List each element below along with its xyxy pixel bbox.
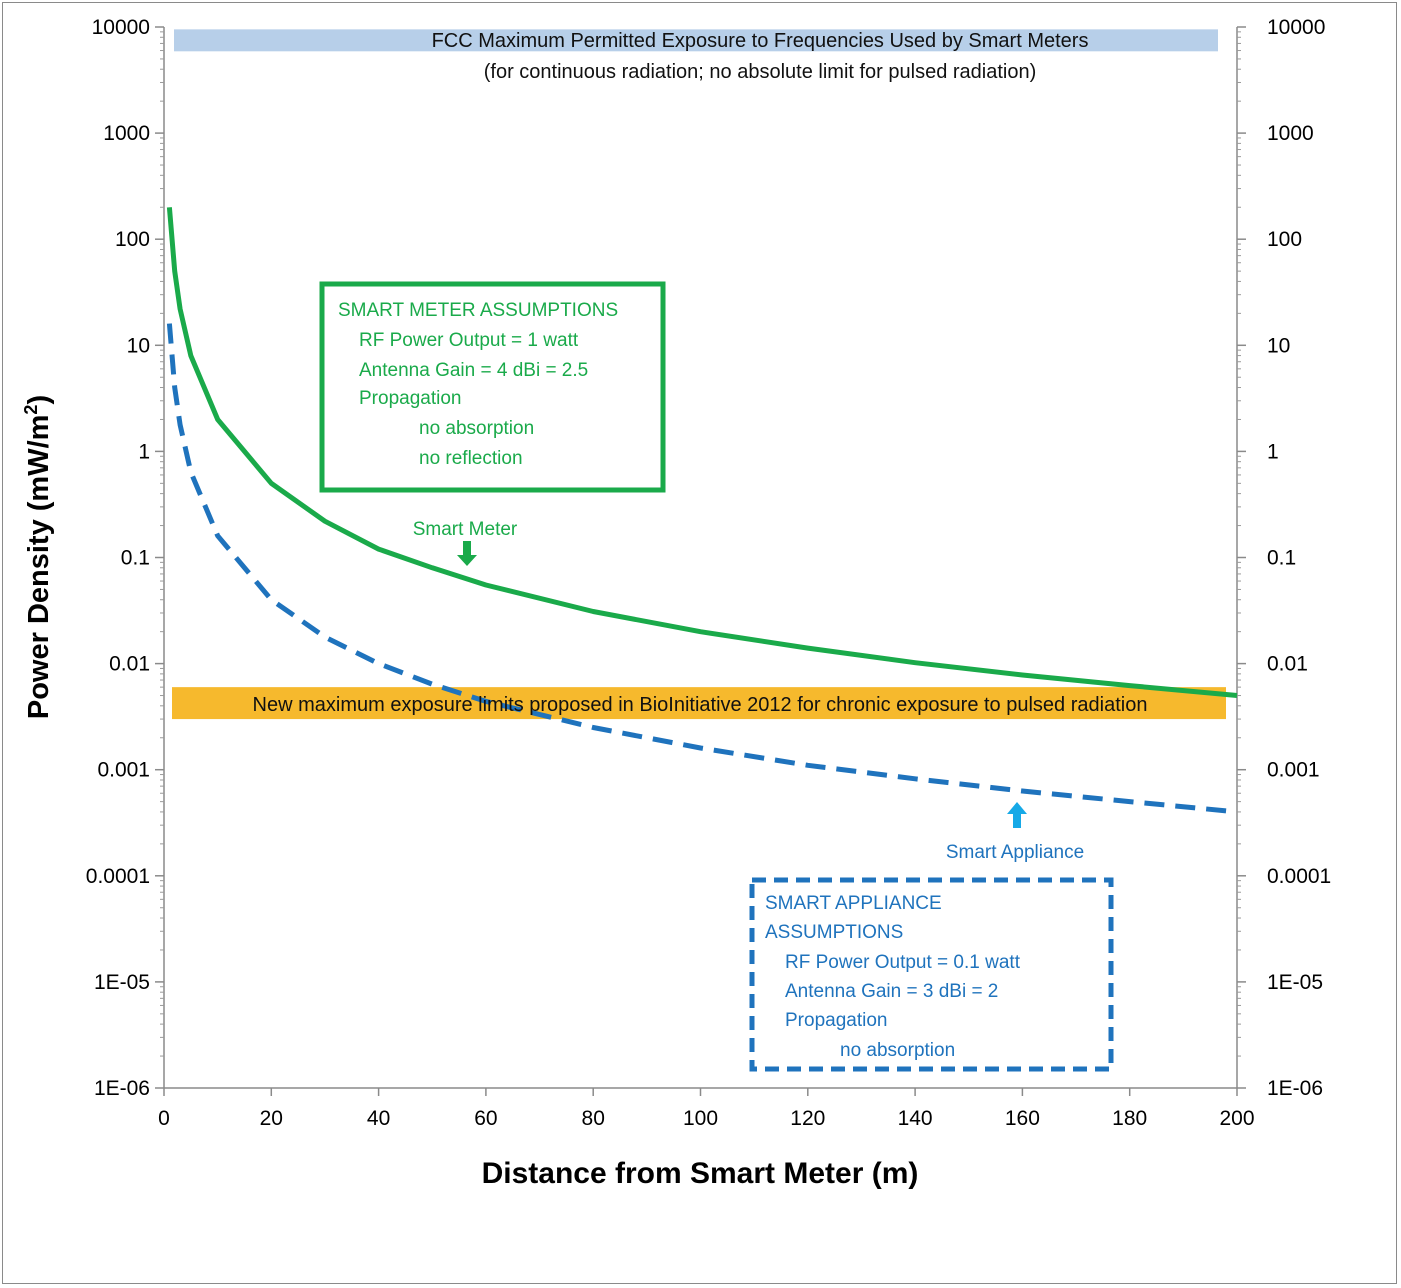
y-tick-label-left: 0.0001 <box>86 865 150 888</box>
y-tick-label-left: 10000 <box>92 16 150 39</box>
y-tick-label-left: 0.1 <box>121 547 150 570</box>
y-axis-label-sup: 2 <box>21 405 41 415</box>
y-tick-label-right: 0.0001 <box>1267 865 1331 888</box>
meter-box-title: SMART METER ASSUMPTIONS <box>338 300 618 321</box>
y-tick-label-left: 1E-06 <box>94 1077 150 1100</box>
axes-layer: 1E-06 1E-06 1E-05 1E-05 0.0001 0.0001 0.001 0.0… <box>86 16 1331 1130</box>
meter-box-line-reflection: no reflection <box>419 448 523 469</box>
x-tick-label: 80 <box>582 1107 605 1130</box>
x-axis-label: Distance from Smart Meter (m) <box>482 1157 919 1190</box>
x-tick-label: 140 <box>898 1107 933 1130</box>
bioinitiative-band-label: New maximum exposure limits proposed in … <box>253 694 1148 716</box>
y-axis-label-main: Power Density (mW/m <box>23 415 55 720</box>
appliance-box-line-absorption: no absorption <box>840 1040 955 1061</box>
fcc-band-label: FCC Maximum Permitted Exposure to Freque… <box>432 30 1089 52</box>
x-tick-label: 200 <box>1219 1107 1254 1130</box>
x-tick-label: 40 <box>367 1107 390 1130</box>
x-tick-label: 20 <box>260 1107 283 1130</box>
fcc-band-sublabel: (for continuous radiation; no absolute l… <box>484 61 1037 83</box>
appliance-box-title-1: SMART APPLIANCE <box>765 893 942 914</box>
appliance-box-line-power: RF Power Output = 0.1 watt <box>785 952 1021 973</box>
x-tick-label: 0 <box>158 1107 170 1130</box>
band-0 <box>174 29 1218 52</box>
y-tick-label-right: 1 <box>1267 440 1279 463</box>
x-tick-label: 120 <box>790 1107 825 1130</box>
y-tick-label-left: 1E-05 <box>94 971 150 994</box>
y-tick-label-left: 0.001 <box>97 759 150 782</box>
y-tick-label-right: 100 <box>1267 228 1302 251</box>
series-layer <box>166 207 1238 815</box>
appliance-box-line-propagation: Propagation <box>785 1010 887 1031</box>
smart-appliance-assumptions-box <box>749 877 1114 1072</box>
smart-meter-assumptions-box <box>319 281 666 493</box>
meter-box-line-gain: Antenna Gain = 4 dBi = 2.5 <box>359 360 588 381</box>
x-tick-label: 180 <box>1112 1107 1147 1130</box>
x-tick-label: 60 <box>474 1107 497 1130</box>
y-tick-label-right: 1E-05 <box>1267 971 1323 994</box>
smart-meter-arrow-icon <box>457 541 477 566</box>
y-tick-label-right: 0.1 <box>1267 547 1296 570</box>
series-line-1 <box>166 323 1238 815</box>
x-tick-label: 160 <box>1005 1107 1040 1130</box>
appliance-box-line-gain: Antenna Gain = 3 dBi = 2 <box>785 981 998 1002</box>
y-tick-label-left: 1000 <box>103 122 150 145</box>
y-tick-label-left: 1 <box>138 440 150 463</box>
smart-meter-callout: Smart Meter <box>413 519 518 540</box>
x-tick-label: 100 <box>683 1107 718 1130</box>
y-axis-label-close: ) <box>23 395 55 405</box>
y-tick-label-left: 10 <box>127 334 150 357</box>
appliance-box-title-2: ASSUMPTIONS <box>765 922 903 943</box>
meter-box-line-propagation: Propagation <box>359 388 461 409</box>
y-axis-label: Power Density (mW/m2) <box>21 395 55 719</box>
y-tick-label-right: 10000 <box>1267 16 1325 39</box>
band-layer <box>172 29 1226 720</box>
smart-appliance-callout: Smart Appliance <box>946 842 1084 863</box>
y-tick-label-right: 10 <box>1267 334 1290 357</box>
meter-box-line-absorption: no absorption <box>419 418 534 439</box>
smart-appliance-arrow-icon <box>1007 802 1027 828</box>
band-1 <box>172 687 1226 720</box>
y-tick-label-left: 100 <box>115 228 150 251</box>
meter-box-line-power: RF Power Output = 1 watt <box>359 330 579 351</box>
y-tick-label-right: 1E-06 <box>1267 1077 1323 1100</box>
y-tick-label-right: 1000 <box>1267 122 1314 145</box>
series-line-0 <box>166 207 1238 698</box>
y-tick-label-right: 0.001 <box>1267 759 1320 782</box>
y-tick-label-right: 0.01 <box>1267 653 1308 676</box>
y-tick-label-left: 0.01 <box>109 653 150 676</box>
